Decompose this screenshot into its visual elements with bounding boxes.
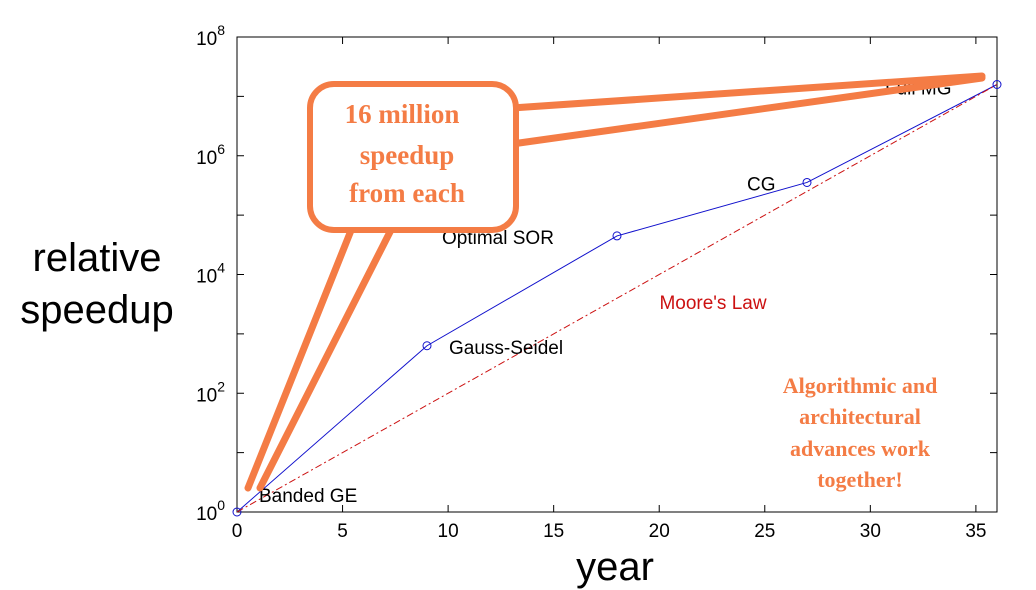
data-point [992, 80, 1002, 89]
callout-pointer-to-full-mg [508, 72, 986, 112]
x-axis-label: year [576, 545, 654, 589]
x-tick-label: 35 [965, 521, 986, 542]
x-tick-label: 20 [649, 521, 670, 542]
data-point [612, 231, 622, 241]
y-axis-label-line-2: speedup [20, 288, 173, 332]
y-tick-exponent: 4 [217, 260, 225, 276]
callout-text-line-2: speedup [360, 140, 455, 170]
y-tick-base: 10 [196, 29, 217, 50]
series-line-1 [236, 84, 998, 513]
y-tick-label: 102 [196, 378, 225, 406]
x-tick-label: 5 [337, 521, 348, 542]
x-tick-label: 10 [438, 521, 459, 542]
y-tick-label: 108 [196, 22, 225, 50]
callout-pointer-to-full-mg-2 [508, 74, 986, 148]
y-tick-exponent: 2 [217, 378, 225, 394]
y-tick-exponent: 6 [217, 141, 225, 157]
point-label: Optimal SOR [442, 228, 554, 249]
callout-box [307, 81, 519, 233]
x-tick-label: 30 [860, 521, 881, 542]
note-line-4: together! [817, 467, 903, 492]
data-point [802, 177, 812, 187]
note-line-1: Algorithmic and [783, 373, 938, 398]
note-line-3: advances work [790, 436, 931, 461]
callout-pointers [244, 72, 986, 492]
data-point [232, 507, 242, 517]
y-tick-label: 104 [196, 260, 225, 288]
note-line-2: architectural [799, 404, 921, 429]
callout-text-line-1: 16 million [345, 99, 460, 129]
y-tick-base: 10 [196, 267, 217, 288]
point-label: Banded GE [259, 486, 357, 507]
y-tick-exponent: 8 [217, 22, 225, 38]
y-tick-base: 10 [196, 504, 217, 525]
moores-law-label: Moore's Law [659, 293, 766, 314]
y-tick-label: 106 [196, 141, 225, 169]
callout-text-line-3: from each [349, 178, 465, 208]
y-tick-base: 10 [196, 385, 217, 406]
y-tick-label: 100 [196, 497, 225, 525]
x-tick-label: 15 [543, 521, 564, 542]
y-tick-base: 10 [196, 148, 217, 169]
y-axis-label-line-1: relative [33, 236, 162, 280]
x-tick-label: 25 [754, 521, 775, 542]
point-label: CG [747, 174, 776, 195]
data-point [422, 341, 432, 351]
x-tick-label: 0 [232, 521, 243, 542]
y-tick-exponent: 0 [217, 497, 225, 513]
series-line-0 [236, 84, 998, 513]
callout-pointer-to-banded-ge-2 [256, 224, 396, 492]
point-label: Gauss-Seidel [449, 338, 563, 359]
callout-pointer-to-banded-ge [244, 224, 356, 492]
